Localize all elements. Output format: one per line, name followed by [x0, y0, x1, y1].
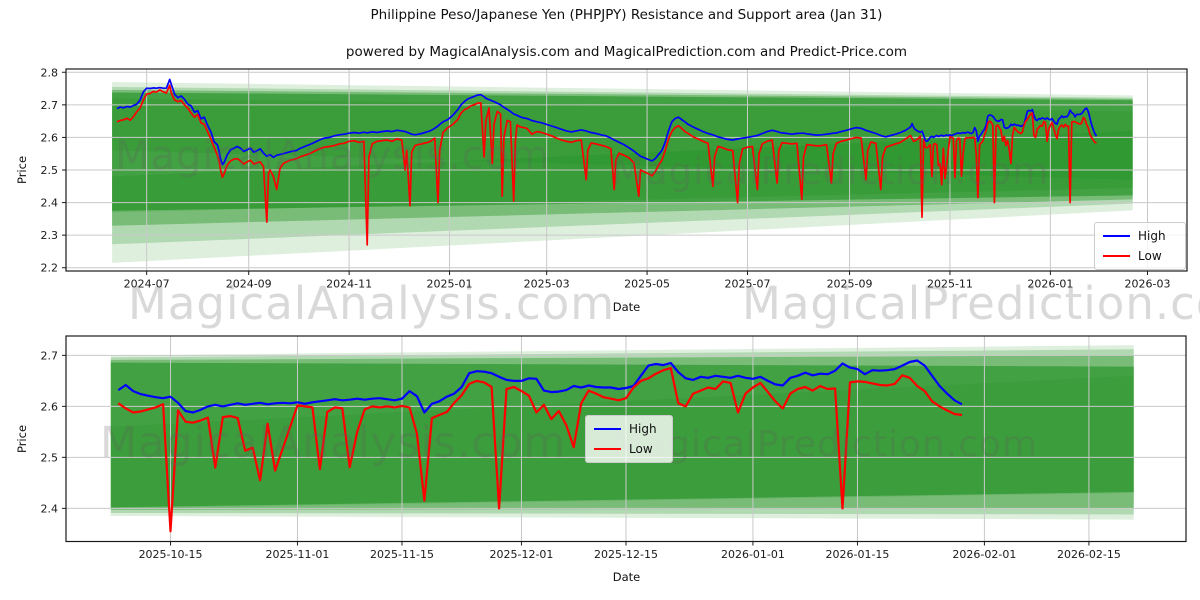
low-line-swatch: [1103, 255, 1130, 257]
x-tick-label: 2024-09: [226, 278, 272, 291]
x-tick-label: 2026-02-15: [1057, 548, 1121, 561]
figure-subtitle: powered by MagicalAnalysis.com and Magic…: [345, 44, 908, 60]
y-tick-label: 2.7: [41, 99, 59, 112]
legend-entry-high: High: [1103, 229, 1175, 243]
axis-ticks: 2024-07 2024-09 2024-11 2025-01 2025-03 2025-…: [41, 66, 1171, 290]
legend-entry-low: Low: [594, 442, 662, 456]
x-tick-label: 2026-01-01: [721, 548, 785, 561]
x-tick-label: 2025-12-01: [489, 548, 553, 561]
y-tick-label: 2.8: [41, 66, 59, 79]
y-tick-label: 2.6: [41, 400, 59, 413]
x-tick-label: 2026-01: [1027, 278, 1073, 291]
band-polygon: [112, 92, 1133, 211]
low-line: [117, 367, 963, 533]
figure-title: Philippine Peso/Japanese Yen (PHPJPY) Re…: [370, 7, 883, 23]
y-tick-label: 2.5: [41, 451, 59, 464]
support-resistance-bands: [112, 82, 1133, 263]
x-tick-label: 2025-11: [927, 278, 973, 291]
x-tick-label: 2025-01: [427, 278, 473, 291]
x-tick-label: 2025-03: [524, 278, 570, 291]
y-tick-label: 2.4: [41, 197, 59, 210]
high-line: [116, 78, 1098, 166]
x-tick-label: 2026-02-01: [952, 548, 1016, 561]
low-line: [116, 84, 1097, 246]
x-tick-label: 2024-07: [124, 278, 170, 291]
legend-label-low: Low: [1138, 249, 1162, 263]
x-tick-label: 2025-11-15: [370, 548, 434, 561]
x-tick-label: 2025-10-15: [139, 548, 203, 561]
bottom-y-axis-label: Price: [15, 424, 30, 454]
x-tick-label: 2025-07: [725, 278, 771, 291]
low-line-swatch: [594, 448, 621, 450]
y-tick-label: 2.3: [41, 229, 59, 242]
band-polygon: [112, 89, 1133, 226]
x-tick-label: 2026-03: [1125, 278, 1171, 291]
series-lines: [116, 78, 1098, 246]
legend-label-low: Low: [629, 442, 653, 456]
legend-label-high: High: [629, 422, 657, 436]
y-tick-label: 2.6: [41, 131, 59, 144]
bottom-x-axis-label: Date: [612, 570, 641, 584]
x-tick-label: 2026-01-15: [825, 548, 889, 561]
high-line-swatch: [594, 428, 621, 430]
x-tick-label: 2025-12-15: [594, 548, 658, 561]
high-line-swatch: [1103, 235, 1130, 237]
bottom-chart-legend: High Low: [585, 415, 673, 463]
x-tick-label: 2024-11: [326, 278, 372, 291]
axis-ticks: 2025-10-15 2025-11-01 2025-11-15 2025-12-01…: [41, 349, 1121, 561]
top-x-axis-label: Date: [612, 300, 641, 314]
legend-label-high: High: [1138, 229, 1166, 243]
grid-lines: [66, 336, 1186, 542]
y-tick-label: 2.2: [41, 262, 59, 275]
grid-lines: [66, 69, 1187, 271]
top-y-axis-label: Price: [15, 155, 30, 185]
y-tick-label: 2.5: [41, 164, 59, 177]
legend-entry-high: High: [594, 422, 662, 436]
high-line: [117, 359, 963, 414]
x-tick-label: 2025-11-01: [265, 548, 329, 561]
top-chart-legend: High Low: [1094, 222, 1186, 270]
series-lines: [117, 359, 963, 533]
x-tick-label: 2025-05: [624, 278, 670, 291]
y-tick-label: 2.7: [41, 349, 59, 362]
y-tick-label: 2.4: [41, 502, 59, 515]
legend-entry-low: Low: [1103, 249, 1175, 263]
x-tick-label: 2025-09: [827, 278, 873, 291]
